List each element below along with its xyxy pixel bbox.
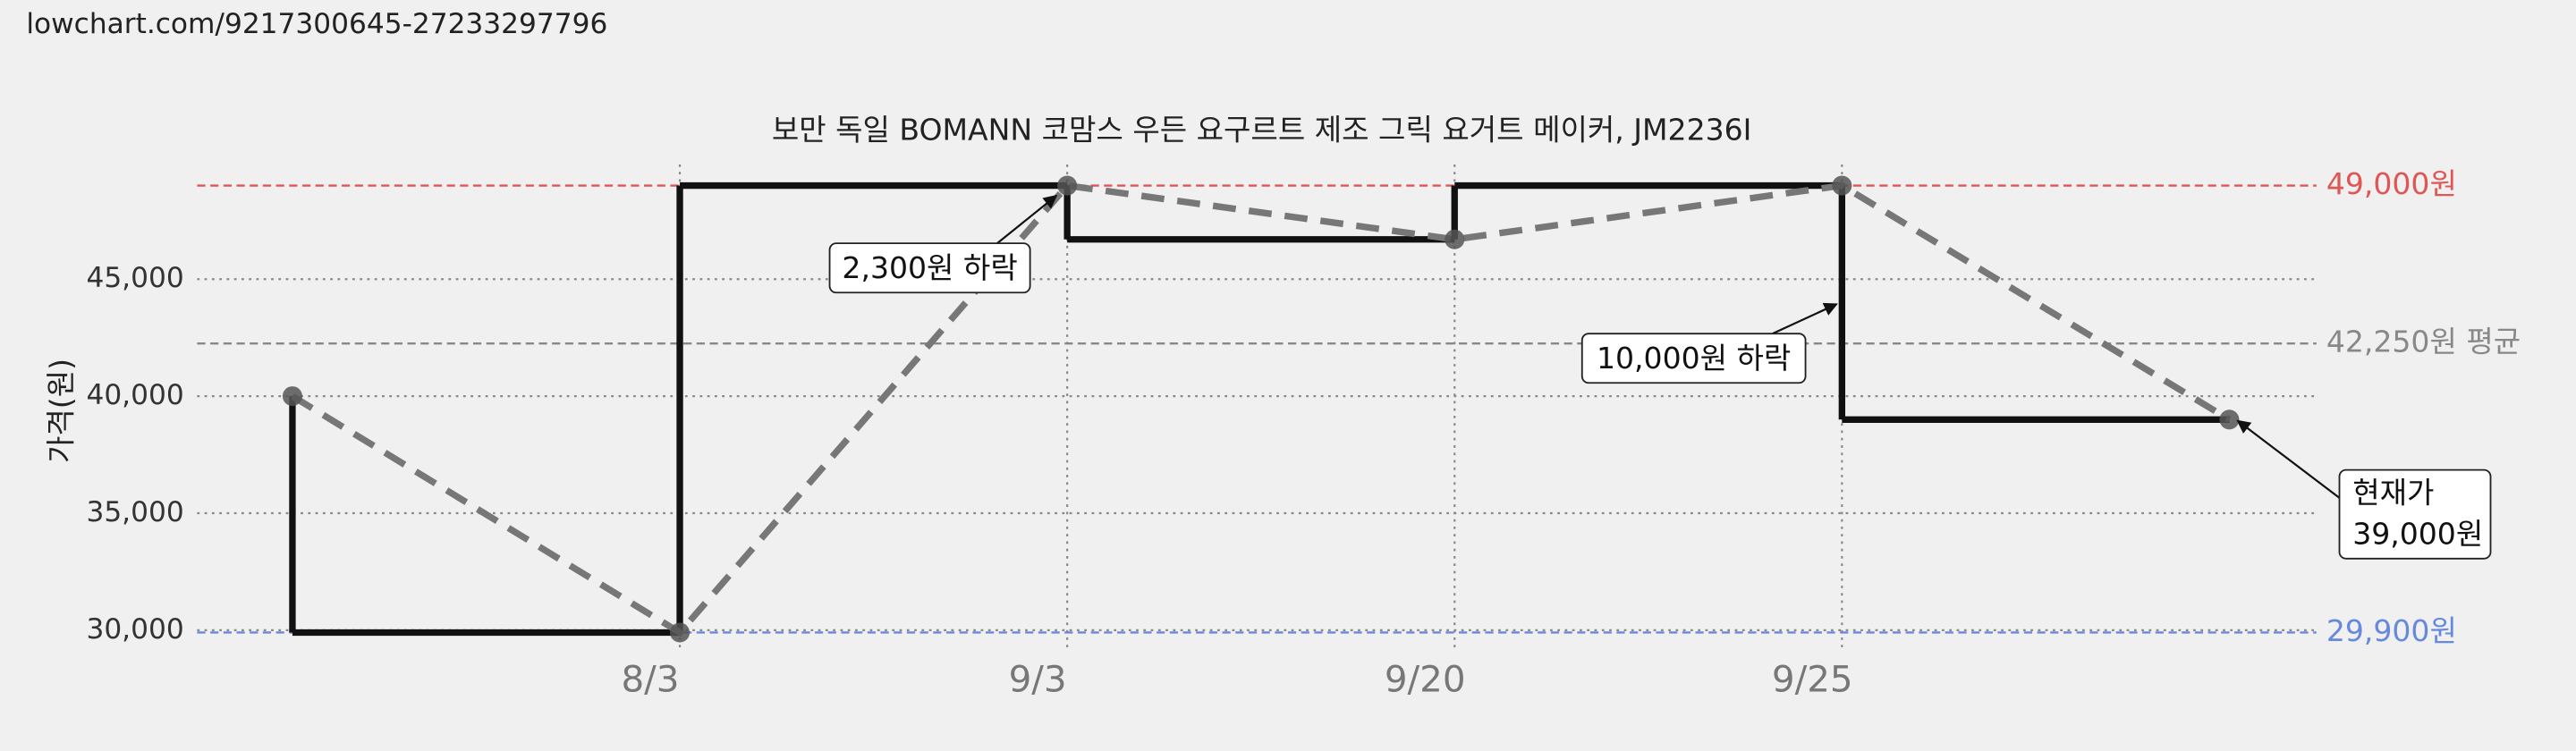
chart-title: 보만 독일 BOMANN 코맘스 우든 요구르트 제조 그릭 요거트 메이커, … xyxy=(772,113,1752,148)
reference-label: 42,250원 평균 xyxy=(2326,325,2521,359)
annotation-text: 현재가 xyxy=(2352,476,2434,511)
point xyxy=(670,622,691,643)
annotation-text: 10,000원 하락 xyxy=(1597,341,1791,376)
reference-label: 29,900원 xyxy=(2326,613,2457,648)
reference-label: 49,000원 xyxy=(2326,166,2457,201)
y-tick-label: 40,000 xyxy=(86,379,183,411)
x-tick-label: 9/20 xyxy=(1385,658,1466,701)
url: lowchart.com/9217300645-27233297796 xyxy=(26,8,607,40)
annotation-box xyxy=(828,242,1031,294)
annotation-arrow xyxy=(1772,302,1838,335)
point xyxy=(1057,175,1078,196)
point xyxy=(282,386,302,407)
annotation-box xyxy=(2338,468,2492,560)
annotation-arrow xyxy=(2236,419,2341,499)
y-tick-label: 45,000 xyxy=(86,262,183,294)
point xyxy=(2219,409,2240,430)
y-tick-label: 35,000 xyxy=(86,496,183,528)
y-tick-label: 30,000 xyxy=(86,613,183,646)
annotation-arrow xyxy=(996,194,1058,245)
y-axis-label: 가격(원) xyxy=(43,359,78,463)
annotation-box xyxy=(1580,333,1807,384)
x-tick-label: 9/25 xyxy=(1772,658,1853,701)
annotation-text: 2,300원 하락 xyxy=(842,250,1017,285)
point xyxy=(1832,175,1852,196)
x-tick-label: 9/3 xyxy=(1009,658,1067,701)
point xyxy=(1445,229,1465,249)
trend-line xyxy=(291,181,2232,637)
x-tick-label: 8/3 xyxy=(621,658,679,701)
annotation-text: 39,000원 xyxy=(2352,517,2483,552)
